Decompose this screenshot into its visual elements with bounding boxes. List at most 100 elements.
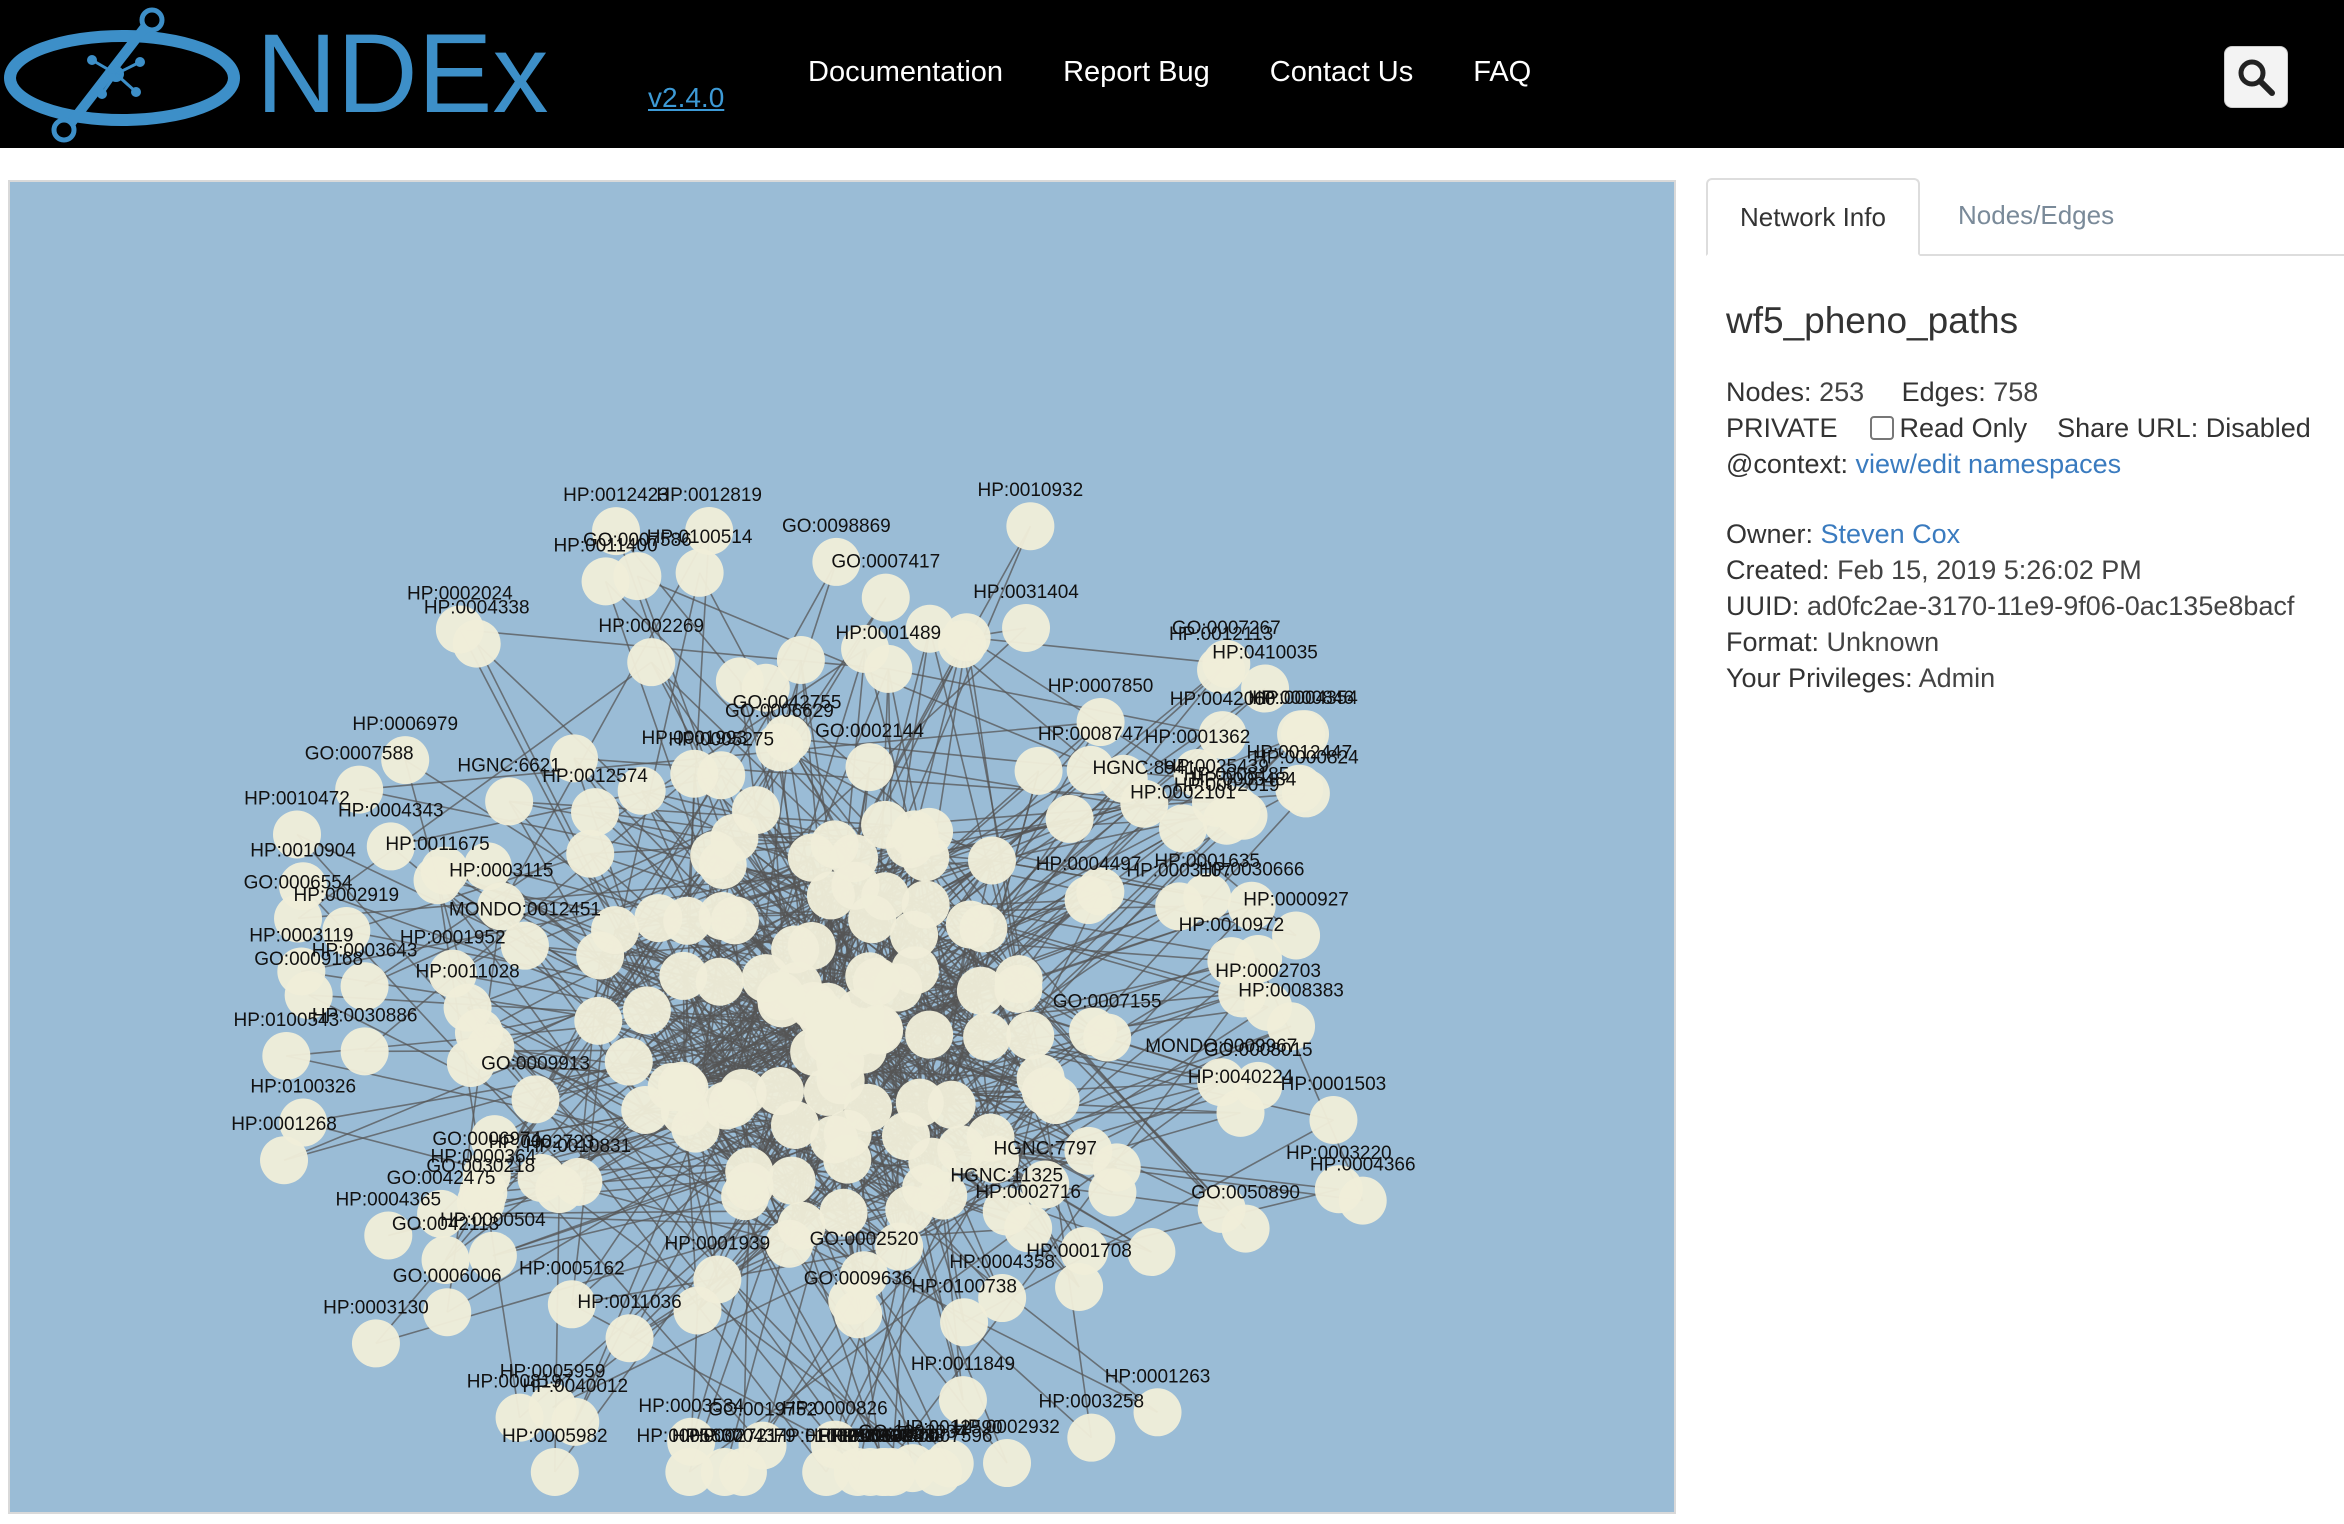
graph-node[interactable] — [547, 1280, 596, 1329]
search-button[interactable] — [2224, 46, 2288, 108]
graph-node[interactable] — [695, 957, 744, 1006]
graph-node[interactable] — [477, 882, 526, 931]
graph-node[interactable] — [881, 1112, 930, 1161]
graph-node[interactable] — [710, 896, 759, 945]
graph-node[interactable] — [806, 871, 855, 920]
graph-node[interactable] — [1133, 1388, 1182, 1437]
graph-node[interactable] — [1099, 754, 1148, 803]
graph-node[interactable] — [351, 1319, 400, 1368]
graph-node[interactable] — [841, 624, 890, 673]
graph-node[interactable] — [1158, 804, 1207, 853]
graph-node[interactable] — [592, 507, 641, 556]
graph-node[interactable] — [1241, 664, 1290, 713]
ndex-logo[interactable]: NDEx — [4, 4, 644, 144]
graph-node[interactable] — [366, 822, 415, 871]
graph-node[interactable] — [663, 896, 712, 945]
graph-node[interactable] — [659, 951, 708, 1000]
graph-node[interactable] — [1275, 764, 1324, 813]
graph-node[interactable] — [423, 1288, 472, 1337]
graph-node[interactable] — [767, 1156, 816, 1205]
graph-node[interactable] — [340, 1027, 389, 1076]
graph-node[interactable] — [1092, 1143, 1141, 1192]
graph-node[interactable] — [919, 1171, 968, 1220]
graph-node[interactable] — [1198, 711, 1247, 760]
graph-node[interactable] — [966, 1113, 1015, 1162]
graph-node[interactable] — [968, 836, 1017, 885]
graph-node[interactable] — [530, 1448, 579, 1496]
graph-node[interactable] — [940, 1298, 989, 1347]
graph-node[interactable] — [279, 1098, 328, 1147]
graph-node[interactable] — [617, 766, 666, 815]
graph-node[interactable] — [1060, 1226, 1109, 1275]
graph-node[interactable] — [622, 986, 671, 1035]
graph-node[interactable] — [901, 880, 950, 929]
graph-node[interactable] — [807, 1007, 856, 1056]
graph-node[interactable] — [994, 964, 1043, 1013]
graph-node[interactable] — [812, 537, 861, 586]
graph-node[interactable] — [890, 946, 939, 995]
graph-node[interactable] — [549, 734, 598, 783]
graph-node[interactable] — [1045, 794, 1094, 843]
graph-node[interactable] — [938, 1376, 987, 1425]
graph-node[interactable] — [581, 557, 630, 606]
graph-node[interactable] — [1069, 1007, 1118, 1056]
graph-node[interactable] — [1155, 882, 1204, 931]
graph-node[interactable] — [938, 620, 987, 669]
tab-nodes-edges[interactable]: Nodes/Edges — [1958, 200, 2115, 230]
graph-node[interactable] — [1076, 698, 1125, 747]
network-canvas[interactable]: HP:0002019 HP:0012590 GO:0006554 GO:0098869… — [8, 180, 1676, 1514]
graph-node[interactable] — [861, 872, 910, 921]
graph-node[interactable] — [1055, 1262, 1104, 1311]
read-only-checkbox[interactable] — [1869, 416, 1894, 440]
graph-node[interactable] — [755, 723, 804, 772]
graph-node[interactable] — [364, 1211, 413, 1260]
nav-faq[interactable]: FAQ — [1473, 56, 1532, 88]
graph-node[interactable] — [279, 862, 328, 911]
graph-node[interactable] — [435, 605, 484, 654]
graph-node[interactable] — [1272, 911, 1321, 960]
view-edit-namespaces-link[interactable]: view/edit namespaces — [1855, 449, 2122, 479]
graph-node[interactable] — [591, 906, 640, 955]
graph-node[interactable] — [463, 842, 512, 891]
graph-node[interactable] — [670, 749, 719, 798]
graph-node[interactable] — [787, 921, 836, 970]
graph-node[interactable] — [845, 743, 894, 792]
graph-node[interactable] — [830, 834, 879, 883]
graph-node[interactable] — [771, 1100, 820, 1149]
graph-node[interactable] — [1197, 1058, 1246, 1107]
graph-node[interactable] — [260, 1136, 309, 1185]
graph-node[interactable] — [1016, 1054, 1065, 1103]
graph-node[interactable] — [725, 1147, 774, 1196]
graph-node[interactable] — [685, 506, 734, 555]
graph-node[interactable] — [854, 1004, 903, 1053]
graph-node[interactable] — [485, 777, 534, 826]
graph-node[interactable] — [715, 657, 764, 706]
graph-node[interactable] — [262, 1031, 311, 1080]
graph-node[interactable] — [861, 573, 910, 622]
graph-node[interactable] — [277, 947, 326, 996]
graph-node[interactable] — [1014, 746, 1063, 795]
graph-node[interactable] — [1338, 1176, 1387, 1225]
graph-node[interactable] — [665, 1448, 714, 1496]
graph-node[interactable] — [828, 1276, 877, 1325]
graph-node[interactable] — [468, 1231, 517, 1280]
graph-node[interactable] — [1127, 1228, 1176, 1277]
graph-node[interactable] — [571, 788, 620, 837]
graph-node[interactable] — [1067, 1413, 1116, 1462]
graph-node[interactable] — [956, 966, 1005, 1015]
graph-node[interactable] — [675, 548, 724, 597]
network-graph[interactable]: HP:0002019 HP:0012590 GO:0006554 GO:0098869… — [10, 182, 1674, 1512]
graph-node[interactable] — [888, 1444, 937, 1493]
graph-node[interactable] — [708, 1079, 757, 1128]
graph-node[interactable] — [466, 1023, 515, 1072]
graph-node[interactable] — [462, 1150, 511, 1199]
graph-node[interactable] — [417, 1189, 466, 1238]
graph-node[interactable] — [819, 1188, 868, 1237]
graph-node[interactable] — [322, 906, 371, 955]
graph-node[interactable] — [421, 1235, 470, 1284]
graph-node[interactable] — [660, 1064, 709, 1113]
graph-node[interactable] — [803, 1067, 852, 1116]
graph-node[interactable] — [1076, 867, 1125, 916]
graph-node[interactable] — [566, 829, 615, 878]
graph-node[interactable] — [905, 1010, 954, 1059]
